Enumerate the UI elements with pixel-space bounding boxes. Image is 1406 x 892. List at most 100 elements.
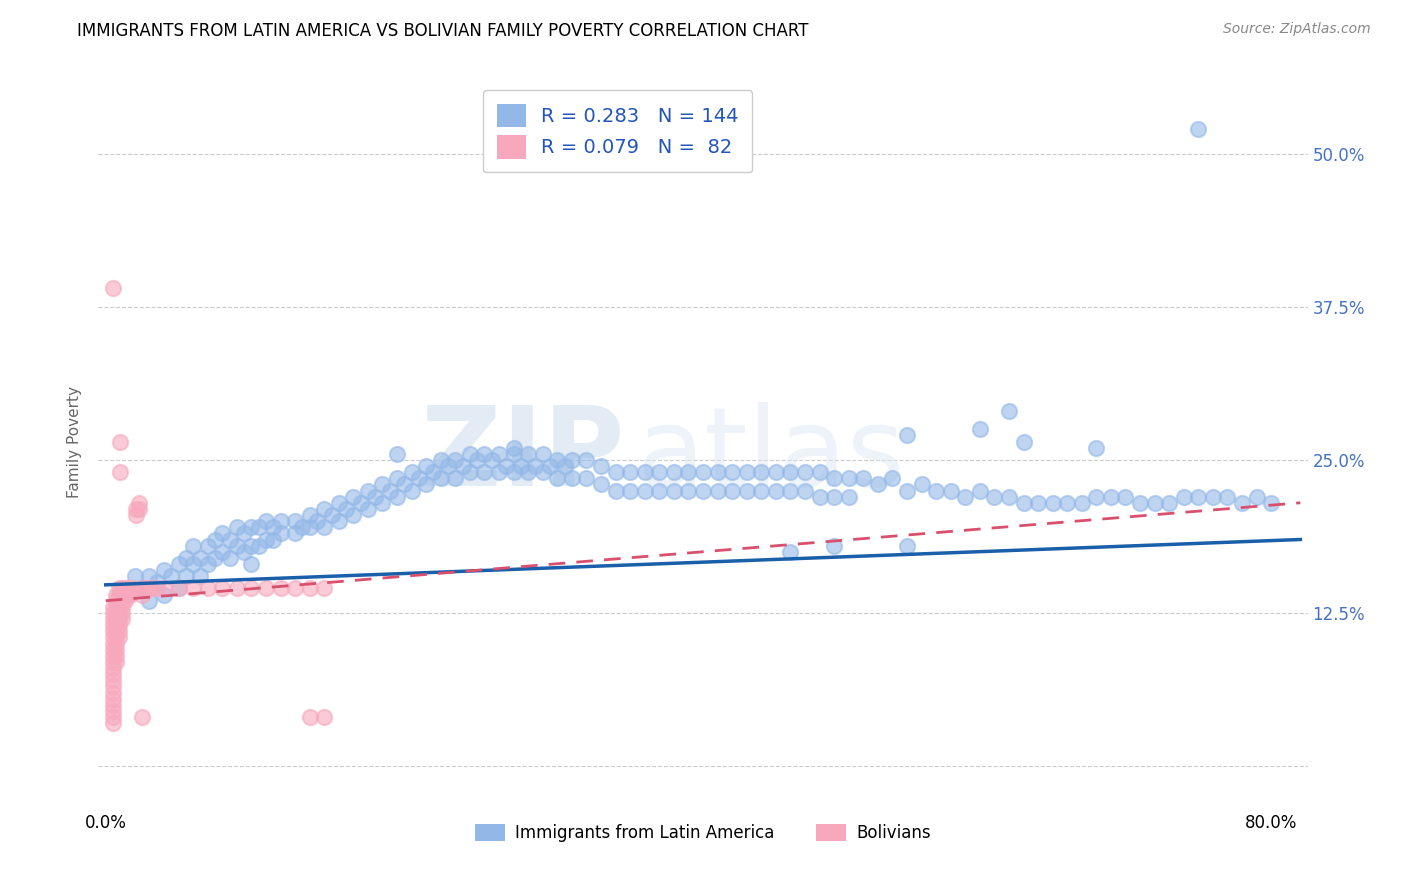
Point [108,599,131,614]
Point [692,483,714,498]
Point [314,502,336,516]
Point [546,471,568,485]
Point [204,533,226,547]
Point [488,465,510,479]
Point [225,582,247,596]
Point [160,569,183,583]
Point [240,582,263,596]
Point [104,599,127,614]
Point [108,582,131,596]
Point [120,588,142,602]
Point [794,465,817,479]
Point [108,631,131,645]
Text: IMMIGRANTS FROM LATIN AMERICA VS BOLIVIAN FAMILY POVERTY CORRELATION CHART: IMMIGRANTS FROM LATIN AMERICA VS BOLIVIA… [77,22,808,40]
Point [131,710,153,724]
Text: ZIP: ZIP [420,402,624,509]
Point [465,453,488,467]
Point [321,508,343,522]
Point [1099,490,1122,504]
Point [896,539,918,553]
Point [104,631,127,645]
Point [101,637,124,651]
Point [1012,434,1035,449]
Point [101,648,124,663]
Point [108,593,131,607]
Point [1202,490,1225,504]
Point [138,569,160,583]
Point [153,588,176,602]
Point [1173,490,1195,504]
Point [101,661,124,675]
Point [969,422,991,436]
Point [394,477,416,491]
Point [181,539,204,553]
Point [749,483,772,498]
Point [114,588,136,602]
Point [896,483,918,498]
Point [779,483,801,498]
Point [662,465,685,479]
Point [371,477,394,491]
Point [104,637,127,651]
Point [385,490,408,504]
Point [240,539,263,553]
Point [233,545,256,559]
Point [1085,490,1108,504]
Point [120,582,142,596]
Point [735,483,758,498]
Point [101,685,124,699]
Point [298,508,321,522]
Point [502,441,524,455]
Legend: Immigrants from Latin America, Bolivians: Immigrants from Latin America, Bolivians [468,817,938,848]
Text: Source: ZipAtlas.com: Source: ZipAtlas.com [1223,22,1371,37]
Point [444,471,467,485]
Point [104,612,127,626]
Point [111,582,134,596]
Point [197,582,219,596]
Point [108,606,131,620]
Point [190,550,212,565]
Point [765,465,787,479]
Point [502,465,524,479]
Point [125,508,148,522]
Point [1260,496,1282,510]
Point [125,502,148,516]
Point [181,557,204,571]
Point [270,582,292,596]
Y-axis label: Family Poverty: Family Poverty [67,385,83,498]
Point [131,588,153,602]
Point [111,593,134,607]
Point [589,477,612,491]
Point [111,588,134,602]
Point [524,458,547,473]
Point [104,624,127,639]
Point [110,434,132,449]
Point [998,404,1021,418]
Point [233,526,256,541]
Point [101,698,124,712]
Point [141,582,163,596]
Point [721,465,744,479]
Point [114,593,136,607]
Point [101,599,124,614]
Point [240,520,263,534]
Point [101,642,124,657]
Point [328,496,350,510]
Point [823,471,845,485]
Point [1085,441,1108,455]
Point [218,533,240,547]
Point [408,471,430,485]
Point [619,483,641,498]
Point [401,465,423,479]
Point [101,612,124,626]
Point [517,465,540,479]
Point [104,655,127,669]
Point [284,526,307,541]
Point [838,471,860,485]
Point [122,582,145,596]
Point [240,557,263,571]
Point [211,582,233,596]
Point [1159,496,1181,510]
Point [104,588,127,602]
Point [110,465,132,479]
